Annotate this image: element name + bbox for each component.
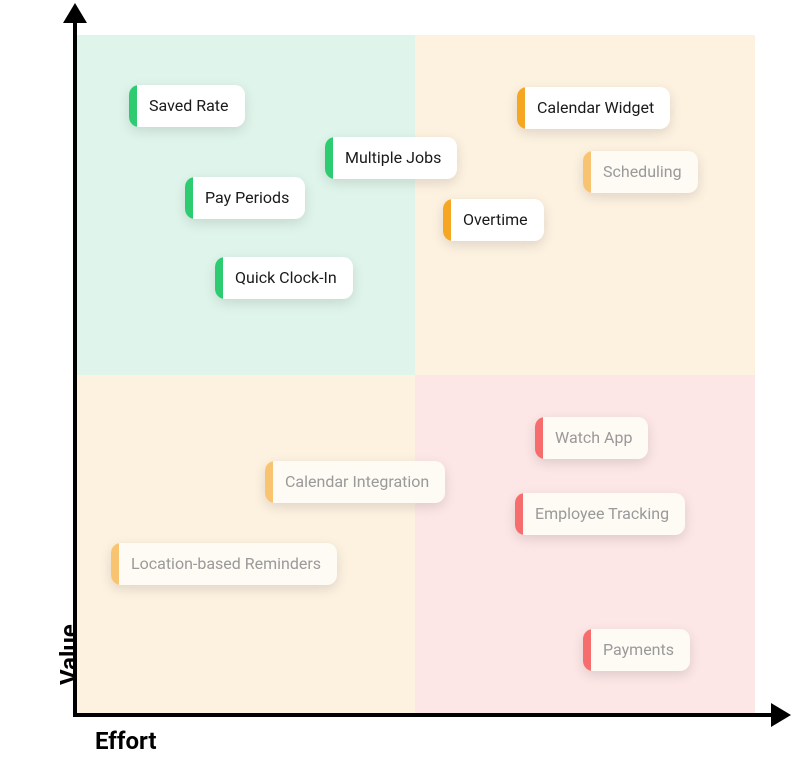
feature-card: Multiple Jobs	[325, 137, 457, 179]
card-label: Overtime	[451, 199, 544, 241]
y-axis-line	[73, 17, 77, 715]
feature-card: Overtime	[443, 199, 544, 241]
card-label: Multiple Jobs	[333, 137, 457, 179]
card-stripe	[215, 257, 223, 299]
feature-card: Watch App	[535, 417, 648, 459]
card-stripe	[583, 151, 591, 193]
feature-card: Calendar Integration	[265, 461, 445, 503]
feature-card: Calendar Widget	[517, 87, 670, 129]
card-stripe	[129, 85, 137, 127]
card-stripe	[111, 543, 119, 585]
feature-card: Quick Clock-In	[215, 257, 353, 299]
feature-card: Location-based Reminders	[111, 543, 337, 585]
x-axis-line	[73, 713, 775, 717]
card-label: Employee Tracking	[523, 493, 685, 535]
card-label: Saved Rate	[137, 85, 245, 127]
card-label: Pay Periods	[193, 177, 305, 219]
feature-card: Employee Tracking	[515, 493, 685, 535]
card-label: Calendar Integration	[273, 461, 445, 503]
card-stripe	[443, 199, 451, 241]
x-axis-label: Effort	[95, 727, 157, 755]
card-label: Watch App	[543, 417, 648, 459]
card-stripe	[535, 417, 543, 459]
card-stripe	[515, 493, 523, 535]
card-label: Payments	[591, 629, 690, 671]
card-stripe	[583, 629, 591, 671]
x-axis-arrow-icon	[771, 703, 791, 727]
quadrant-chart: Saved Rate Multiple Jobs Pay Periods Quick …	[0, 0, 800, 779]
card-label: Quick Clock-In	[223, 257, 353, 299]
plot-area: Saved Rate Multiple Jobs Pay Periods Quick …	[75, 35, 755, 715]
card-stripe	[517, 87, 525, 129]
card-stripe	[265, 461, 273, 503]
card-stripe	[185, 177, 193, 219]
feature-card: Scheduling	[583, 151, 698, 193]
feature-card: Payments	[583, 629, 690, 671]
feature-card: Pay Periods	[185, 177, 305, 219]
card-label: Location-based Reminders	[119, 543, 337, 585]
y-axis-arrow-icon	[63, 3, 87, 23]
card-label: Calendar Widget	[525, 87, 670, 129]
card-label: Scheduling	[591, 151, 698, 193]
y-axis-label: Value	[55, 624, 83, 685]
feature-card: Saved Rate	[129, 85, 245, 127]
card-stripe	[325, 137, 333, 179]
